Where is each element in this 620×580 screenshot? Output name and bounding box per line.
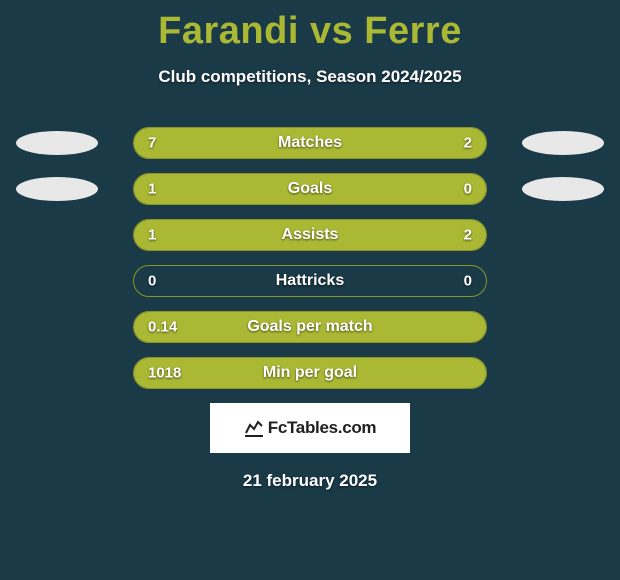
page-title: Farandi vs Ferre xyxy=(8,10,612,53)
stat-left-value: 1 xyxy=(148,227,156,244)
stat-row: 1018Min per goal xyxy=(8,357,612,389)
infographic-container: Farandi vs Ferre Club competitions, Seas… xyxy=(0,0,620,580)
stat-right-value: 0 xyxy=(464,273,472,290)
player-right-ellipse xyxy=(522,131,604,155)
bar-left-fill xyxy=(134,174,398,204)
stat-label: Hattricks xyxy=(134,272,486,290)
stat-left-value: 0.14 xyxy=(148,319,177,336)
bar-left-fill xyxy=(134,128,391,158)
credit-text: FcTables.com xyxy=(268,418,377,438)
bar-right-fill xyxy=(398,174,486,204)
player-right-ellipse xyxy=(522,177,604,201)
bar-right-fill xyxy=(250,220,486,250)
stat-left-value: 7 xyxy=(148,135,156,152)
credit-badge: FcTables.com xyxy=(210,403,410,453)
subtitle: Club competitions, Season 2024/2025 xyxy=(8,67,612,87)
player-left-ellipse xyxy=(16,131,98,155)
stat-left-value: 1 xyxy=(148,181,156,198)
stat-row: 72Matches xyxy=(8,127,612,159)
stat-bar: 0 0Hattricks xyxy=(133,265,487,297)
stat-bar: 10Goals xyxy=(133,173,487,205)
stat-rows: 72Matches10Goals12Assists00Hattricks0.14… xyxy=(8,127,612,389)
chart-icon xyxy=(244,419,264,437)
stat-bar: 12Assists xyxy=(133,219,487,251)
stat-bar: 72Matches xyxy=(133,127,487,159)
stat-right-value: 2 xyxy=(464,227,472,244)
stat-right-value: 0 xyxy=(464,181,472,198)
stat-bar: 1018Min per goal xyxy=(133,357,487,389)
bar-left-fill xyxy=(134,358,486,388)
stat-row: 0.14Goals per match xyxy=(8,311,612,343)
stat-right-value: 2 xyxy=(464,135,472,152)
stat-left-value: 1018 xyxy=(148,365,181,382)
stat-row: 10Goals xyxy=(8,173,612,205)
date-label: 21 february 2025 xyxy=(8,471,612,491)
bar-left-fill xyxy=(134,312,486,342)
stat-row: 0 0Hattricks xyxy=(8,265,612,297)
stat-row: 12Assists xyxy=(8,219,612,251)
player-left-ellipse xyxy=(16,177,98,201)
stat-left-value: 0 xyxy=(148,273,156,290)
stat-bar: 0.14Goals per match xyxy=(133,311,487,343)
